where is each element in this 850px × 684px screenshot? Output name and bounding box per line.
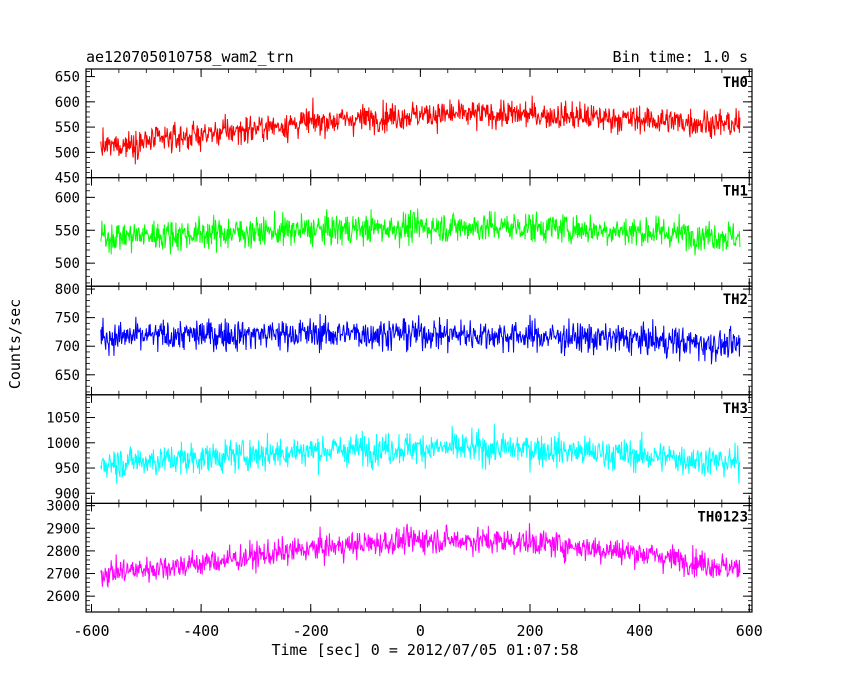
y-tick-label: 2700 xyxy=(46,567,80,583)
y-tick-label: 550 xyxy=(55,223,80,239)
y-tick-label: 1050 xyxy=(46,411,80,427)
panel-label-th1: TH1 xyxy=(723,184,748,200)
y-tick-label: 700 xyxy=(55,339,80,355)
y-tick-label: 600 xyxy=(55,95,80,111)
panel-frame xyxy=(85,502,753,613)
panel-label-th0123: TH0123 xyxy=(697,509,748,525)
panel-label-th3: TH3 xyxy=(723,401,748,417)
y-tick-label: 600 xyxy=(55,190,80,206)
bin-time-label: Bin time: 1.0 s xyxy=(613,48,748,66)
x-tick-label: 600 xyxy=(736,622,763,640)
y-tick-label: 800 xyxy=(55,282,80,298)
panel-th0: 450 500 550 600 650 TH0 xyxy=(55,68,753,187)
x-tick-label: -600 xyxy=(73,622,109,640)
x-tick-label: -200 xyxy=(293,622,329,640)
plot-title: ae120705010758_wam2_trn xyxy=(86,48,294,66)
y-tick-label: 2800 xyxy=(46,544,80,560)
x-tick-label: 200 xyxy=(516,622,543,640)
panel-label-th2: TH2 xyxy=(723,292,748,308)
y-tick-label: 2900 xyxy=(46,521,80,537)
series-line-th0123 xyxy=(100,523,741,589)
panel-th0123: 2600 2700 2800 2900 3000 TH0123 xyxy=(46,499,753,613)
x-tick-label: 400 xyxy=(626,622,653,640)
y-tick-label: 450 xyxy=(55,171,80,187)
panels-group: 450 500 550 600 650 TH0 500 550 600 TH1 650 700 750 8… xyxy=(46,68,753,613)
series-line-th0 xyxy=(100,95,741,165)
y-tick-label: 500 xyxy=(55,256,80,272)
y-tick-label: 650 xyxy=(55,70,80,86)
y-tick-label: 750 xyxy=(55,311,80,327)
y-tick-label: 1000 xyxy=(46,436,80,452)
series-line-th1 xyxy=(100,208,741,256)
y-tick-label: 900 xyxy=(55,486,80,502)
y-tick-label: 950 xyxy=(55,461,80,477)
panel-th3: 900 950 1000 1050 TH3 xyxy=(46,394,753,504)
panel-th2: 650 700 750 800 TH2 xyxy=(55,282,753,396)
panel-frame xyxy=(85,394,753,504)
x-tick-label: -400 xyxy=(183,622,219,640)
y-tick-label: 550 xyxy=(55,120,80,136)
x-axis: -600 -400 -200 0 200 400 600 xyxy=(73,622,762,640)
y-tick-label: 2600 xyxy=(46,589,80,605)
panel-th1: 500 550 600 TH1 xyxy=(55,177,753,287)
y-tick-label: 3000 xyxy=(46,499,80,515)
y-axis-label: Counts/sec xyxy=(6,299,24,389)
x-tick-label: 0 xyxy=(416,622,425,640)
x-axis-label: Time [sec] 0 = 2012/07/05 01:07:58 xyxy=(271,641,578,659)
series-line-th3 xyxy=(100,423,741,484)
y-tick-label: 500 xyxy=(55,145,80,161)
y-tick-label: 650 xyxy=(55,368,80,384)
panel-label-th0: TH0 xyxy=(723,75,748,91)
series-line-th2 xyxy=(100,313,741,365)
